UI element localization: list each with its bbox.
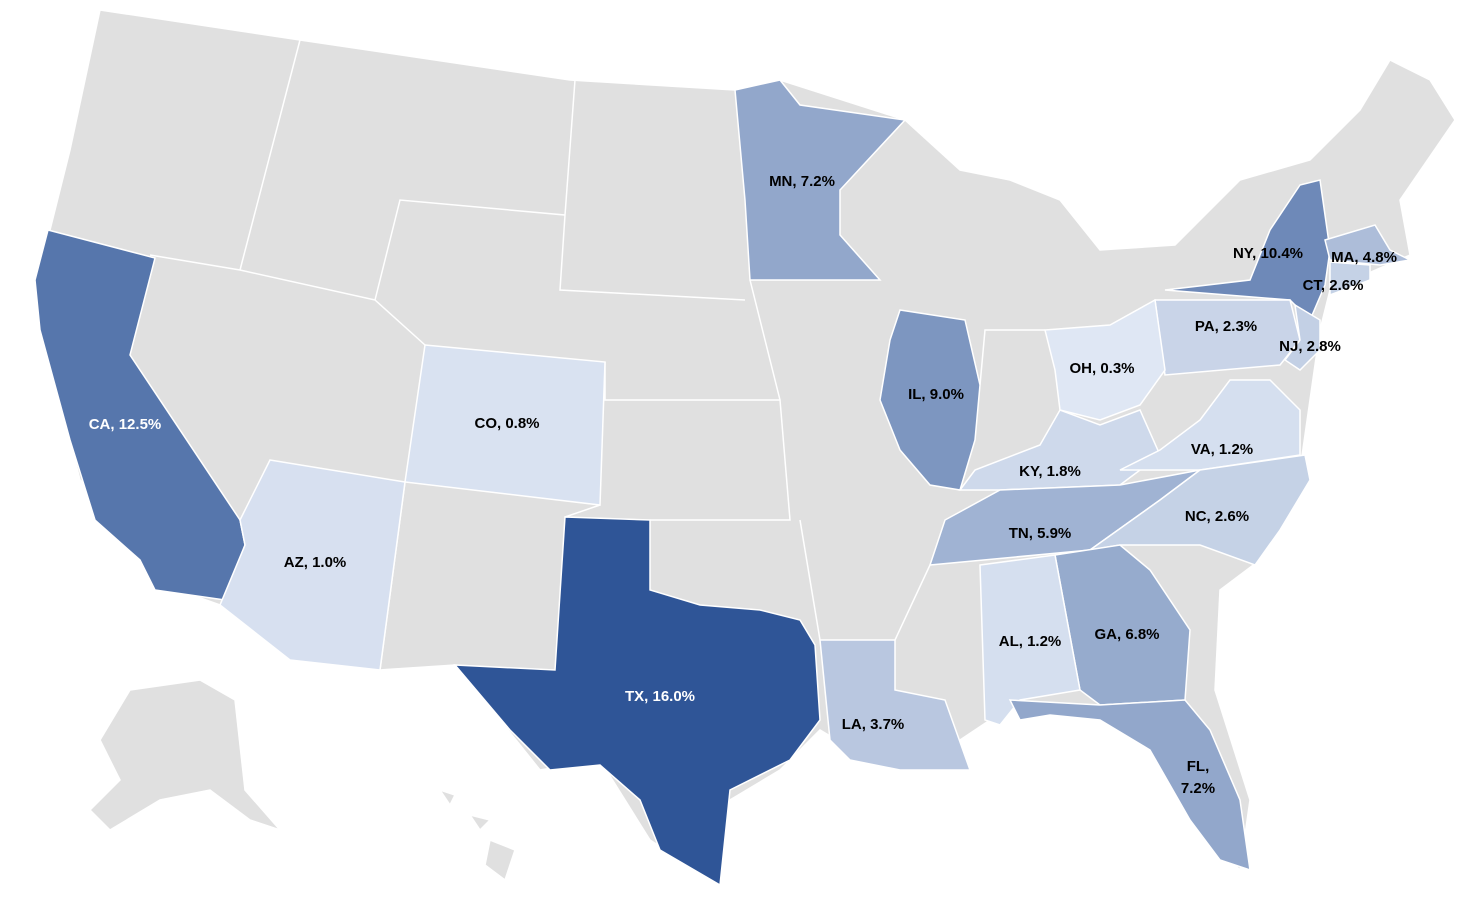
hawaii (438, 788, 516, 882)
region-label: GA, 6.8% (1094, 626, 1159, 643)
region-label: KY, 1.8% (1019, 463, 1081, 480)
region-label: FL, 7.2% (1181, 758, 1215, 797)
state-region (219, 459, 406, 671)
region-label: VA, 1.2% (1191, 441, 1253, 458)
region-label: NC, 2.6% (1185, 508, 1249, 525)
region-label: AZ, 1.0% (284, 554, 347, 571)
region-label: NJ, 2.8% (1279, 338, 1341, 355)
region-label: IL, 9.0% (908, 386, 964, 403)
region-label: OH, 0.3% (1069, 360, 1134, 377)
state-region (1054, 544, 1191, 706)
region-label: LA, 3.7% (842, 716, 905, 733)
region-label: MA, 4.8% (1331, 249, 1397, 266)
state-region (1008, 699, 1251, 872)
state-region (879, 309, 981, 491)
state-region (453, 516, 821, 887)
label-line: 7.2% (1181, 780, 1215, 797)
state-region (819, 639, 972, 771)
region-label: PA, 2.3% (1195, 318, 1257, 335)
region-label: AL, 1.2% (999, 633, 1062, 650)
alaska (88, 679, 283, 832)
region-label: MN, 7.2% (769, 173, 835, 190)
label-line: FL, (1187, 758, 1210, 775)
region-label: TX, 16.0% (625, 688, 695, 705)
state-region (404, 344, 606, 506)
state-borders (149, 39, 1045, 671)
region-label: CT, 2.6% (1303, 277, 1364, 294)
state-region (734, 79, 907, 281)
region-label: NY, 10.4% (1233, 245, 1303, 262)
state-region (34, 229, 246, 601)
state-region (1089, 454, 1311, 566)
state-region (1283, 303, 1321, 371)
regions: CA, 12.5% TX, 16.0% AZ, 1.0% CO, 0.8% MN, 7.… (34, 79, 1413, 887)
state-region (1044, 298, 1166, 421)
state-region (1324, 224, 1413, 266)
state-region (1329, 261, 1371, 297)
region-label: CA, 12.5% (89, 416, 162, 433)
region-label: CO, 0.8% (474, 415, 539, 432)
region-label: TN, 5.9% (1009, 525, 1072, 542)
